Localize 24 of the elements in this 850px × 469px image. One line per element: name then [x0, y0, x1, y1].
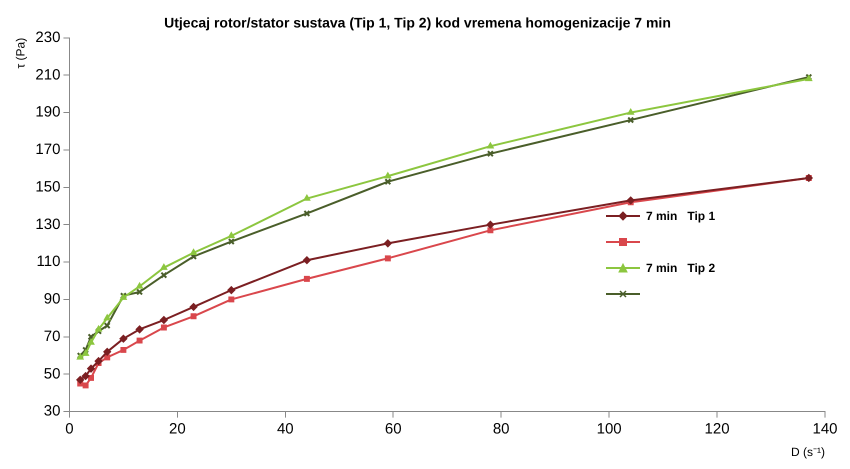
y-tick-label: 170 — [35, 141, 60, 158]
x-tick-label: 120 — [704, 420, 730, 438]
x-tick-label: 0 — [65, 420, 74, 438]
x-tick-label: 100 — [596, 420, 622, 438]
y-tick-label: 130 — [35, 216, 60, 233]
y-tick-label: 230 — [35, 28, 60, 46]
y-tick-label: 150 — [35, 178, 60, 196]
x-axis-title: D (s⁻¹) — [791, 445, 825, 460]
chart-title: Utjecaj rotor/stator sustava (Tip 1, Tip 2) kod vremena homogenizacije 7 min — [164, 14, 671, 30]
x-tick-label: 20 — [169, 420, 186, 438]
x-tick-label: 80 — [492, 420, 510, 438]
y-tick-label: 50 — [44, 365, 60, 382]
legend-label: 7 min Tip 1 — [646, 208, 716, 223]
legend-label: 7 min Tip 2 — [646, 260, 716, 275]
x-tick-label: 60 — [384, 420, 402, 438]
y-tick-label: 30 — [44, 402, 60, 420]
y-tick-label: 70 — [44, 328, 60, 345]
y-tick-label: 90 — [44, 290, 60, 308]
y-axis-title: τ (Pa) — [14, 38, 28, 69]
y-tick-label: 110 — [36, 253, 60, 270]
x-tick-label: 140 — [812, 420, 838, 438]
x-tick-label: 40 — [276, 420, 294, 438]
y-tick-label: 190 — [35, 104, 60, 121]
y-tick-label: 210 — [35, 66, 60, 84]
